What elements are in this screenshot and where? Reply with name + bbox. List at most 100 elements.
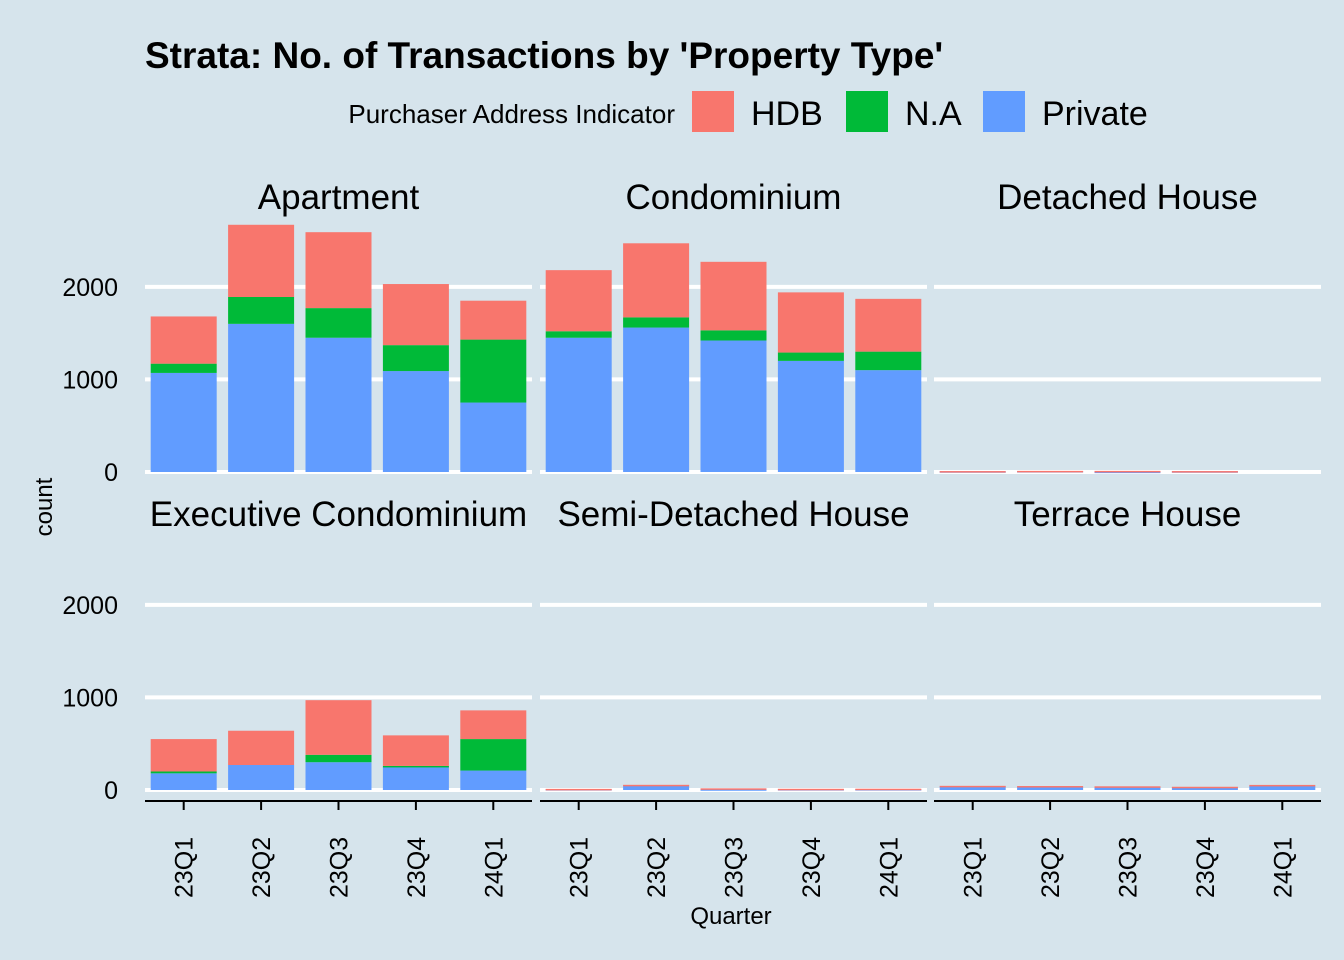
bar-segment — [460, 402, 527, 472]
legend-key-0 — [692, 91, 734, 132]
y-axis-label: count — [31, 477, 58, 536]
x-tick-label: 23Q3 — [721, 837, 749, 898]
x-tick-label: 23Q3 — [326, 837, 354, 898]
bar-segment — [777, 788, 844, 791]
bar-segment — [1171, 786, 1238, 789]
bar-segment — [623, 327, 690, 472]
x-tick-label: 23Q4 — [1192, 837, 1220, 898]
bar-segment — [382, 765, 449, 768]
bar-segment — [150, 363, 217, 373]
bar-segment — [777, 292, 844, 353]
x-tick-label: 23Q1 — [171, 837, 199, 898]
bar-segment — [150, 316, 217, 364]
y-tick-label: 0 — [104, 459, 118, 487]
bar-segment — [700, 788, 767, 790]
bar-segment — [545, 270, 612, 332]
legend-key-2 — [983, 91, 1025, 132]
bar-segment — [382, 345, 449, 372]
bar-segment — [150, 739, 217, 772]
facet-strip-label: Executive Condominium — [150, 495, 527, 534]
bar-segment — [305, 308, 372, 338]
bar-segment — [150, 773, 217, 790]
x-tick-label: 23Q4 — [798, 837, 826, 898]
bar-segment — [545, 788, 612, 791]
bar-segment — [700, 340, 767, 472]
x-tick-label: 23Q1 — [566, 837, 594, 898]
x-axis-label: Quarter — [690, 903, 771, 930]
bar-segment — [1094, 787, 1161, 790]
facet-panel-2: Detached House — [934, 178, 1321, 474]
x-tick-label: 23Q2 — [248, 837, 276, 898]
bar-segment — [228, 297, 295, 324]
bar-segment — [700, 789, 767, 791]
bar-segment — [305, 762, 372, 790]
bar-segment — [1249, 785, 1316, 790]
bar-segment — [228, 224, 295, 297]
legend: Purchaser Address Indicator HDB N.A Privat… — [348, 91, 1148, 133]
x-tick-label: 24Q1 — [875, 837, 903, 898]
x-tick-label: 24Q1 — [480, 837, 508, 898]
legend-label-0: HDB — [751, 95, 823, 133]
x-tick-label: 23Q1 — [960, 837, 988, 898]
bar-segment — [700, 261, 767, 331]
chart-title: Strata: No. of Transactions by 'Property… — [145, 35, 943, 76]
x-tick-label: 23Q2 — [1037, 837, 1065, 898]
bar-segment — [1249, 784, 1316, 787]
bar-segment — [460, 339, 527, 403]
bar-segment — [1094, 470, 1161, 473]
legend-title: Purchaser Address Indicator — [348, 99, 675, 129]
bar-segment — [382, 735, 449, 766]
bar-segment — [460, 300, 527, 340]
facet-panel-4: Semi-Detached House 23Q1 23Q2 23Q3 23Q4 24Q1 — [540, 495, 927, 898]
x-tick-label: 23Q4 — [403, 837, 431, 898]
bar-segment — [228, 730, 295, 765]
bar-segment — [855, 351, 922, 371]
bar-segment — [305, 754, 372, 763]
bar-segment — [623, 784, 690, 787]
bar-segment — [855, 370, 922, 472]
bar-segment — [777, 360, 844, 472]
legend-label-1: N.A — [905, 95, 962, 133]
facet-strip-label: Detached House — [997, 178, 1258, 217]
bar-segment — [1094, 786, 1161, 788]
bar-segment — [305, 700, 372, 755]
bar-segment — [382, 766, 449, 790]
bar-segment — [777, 352, 844, 361]
bar-segment — [700, 330, 767, 341]
bar-segment — [545, 331, 612, 338]
x-tick-label: 23Q3 — [1115, 837, 1143, 898]
bar-segment — [545, 337, 612, 472]
bar-segment — [939, 471, 1006, 473]
facet-strip-label: Condominium — [626, 178, 842, 217]
bar-segment — [305, 232, 372, 309]
facet-strip-label: Apartment — [258, 178, 420, 217]
bar-segment — [150, 372, 217, 472]
bar-segment — [623, 243, 690, 318]
bar-segment — [460, 710, 527, 740]
facet-panel-1: Condominium — [540, 178, 927, 474]
bar-segment — [382, 284, 449, 346]
bar-segment — [855, 788, 922, 791]
facet-panel-0: Apartment 0 1000 2000 — [62, 178, 532, 487]
y-tick-label: 2000 — [62, 592, 118, 620]
bar-segment — [150, 771, 217, 774]
bar-segment — [460, 770, 527, 790]
bar-segment — [305, 337, 372, 472]
bar-segment — [1017, 786, 1084, 790]
y-tick-label: 1000 — [62, 684, 118, 712]
bar-segment — [855, 298, 922, 352]
x-tick-label: 24Q1 — [1269, 837, 1297, 898]
bar-segment — [939, 785, 1006, 788]
bar-segment — [939, 786, 1006, 790]
bar-segment — [382, 371, 449, 472]
y-tick-label: 1000 — [62, 366, 118, 394]
bar-segment — [623, 785, 690, 790]
x-tick-label: 23Q2 — [643, 837, 671, 898]
facet-panel-5: Terrace House 23Q1 23Q2 23Q3 23Q4 24Q1 — [934, 495, 1321, 898]
legend-label-2: Private — [1042, 95, 1148, 133]
bar-segment — [460, 739, 527, 771]
facet-strip-label: Terrace House — [1014, 495, 1242, 534]
bar-segment — [1171, 787, 1238, 790]
facet-panel-3: Executive Condominium 0 1000 2000 23Q1 23Q2 23… — [62, 495, 532, 898]
